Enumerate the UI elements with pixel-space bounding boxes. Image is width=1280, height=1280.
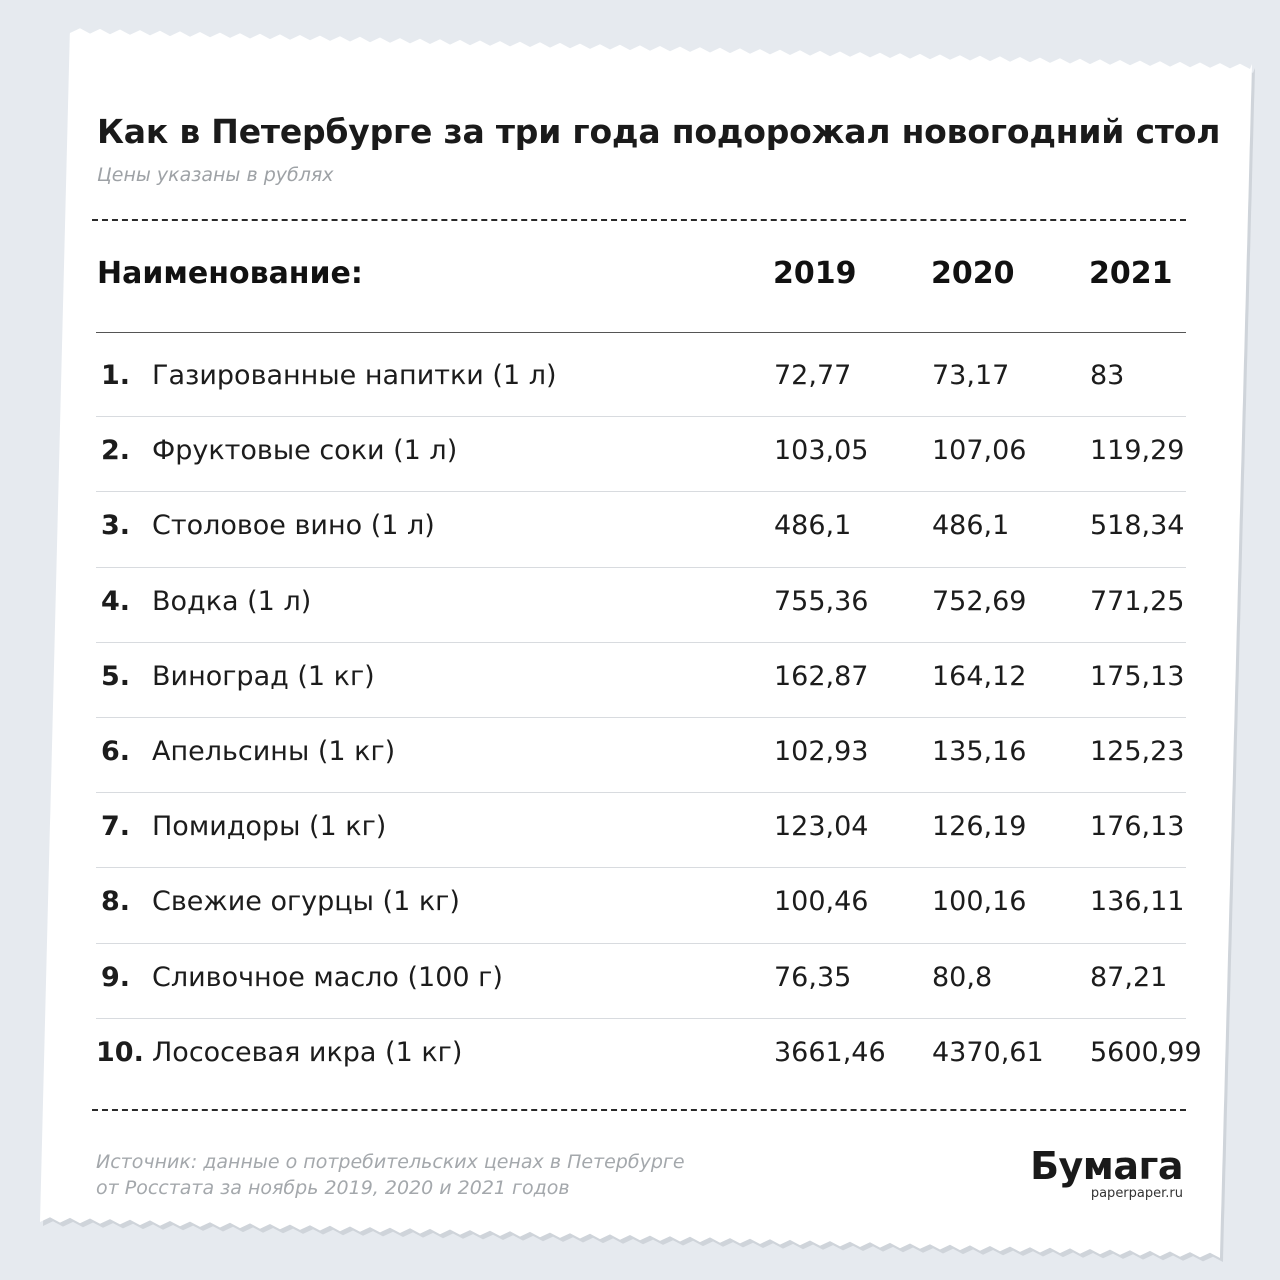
row-number: 1. xyxy=(100,360,130,391)
row-name: Виноград (1 кг) xyxy=(152,660,375,692)
row-number: 7. xyxy=(100,811,130,843)
source-note: Источник: данные о потребительских ценах… xyxy=(96,1149,685,1201)
row-value-2020: 164,12 xyxy=(932,660,1027,692)
brand-logo: Бумага paperpaper.ru xyxy=(1030,1146,1183,1202)
row-value-2020: 126,19 xyxy=(932,811,1027,843)
row-name: Лососевая икра (1 кг) xyxy=(152,1036,463,1068)
table-row: 2. Фруктовые соки (1 л) 103,05 107,06 119,29 xyxy=(96,417,1186,493)
table-row: 1. Газированные напитки (1 л) 72,77 73,17 83 xyxy=(96,342,1186,418)
row-value-2019: 103,05 xyxy=(774,435,869,467)
row-value-2020: 107,06 xyxy=(932,435,1027,467)
row-value-2021: 518,34 xyxy=(1090,510,1185,542)
table-row: 4. Водка (1 л) 755,36 752,69 771,25 xyxy=(96,568,1186,643)
row-value-2020: 752,69 xyxy=(932,585,1027,617)
row-value-2019: 162,87 xyxy=(774,660,869,692)
row-number: 2. xyxy=(100,435,130,467)
dashed-divider-bottom xyxy=(92,1109,1186,1111)
row-value-2019: 123,04 xyxy=(774,811,869,843)
row-value-2020: 73,17 xyxy=(932,360,1010,391)
row-value-2019: 100,46 xyxy=(774,886,869,918)
row-value-2019: 72,77 xyxy=(774,360,852,391)
row-value-2020: 4370,61 xyxy=(932,1036,1044,1068)
row-value-2020: 486,1 xyxy=(932,510,1010,542)
row-value-2021: 119,29 xyxy=(1090,435,1185,467)
row-value-2021: 136,11 xyxy=(1090,886,1185,918)
table-row: 10. Лососевая икра (1 кг) 3661,46 4370,61 56… xyxy=(96,1019,1202,1093)
row-name: Сливочное масло (100 г) xyxy=(152,961,503,993)
row-value-2021: 175,13 xyxy=(1090,660,1185,692)
header-year-2020: 2020 xyxy=(931,256,1015,291)
row-number: 10. xyxy=(96,1036,144,1068)
table-row: 6. Апельсины (1 кг) 102,93 135,16 125,23 xyxy=(96,718,1186,794)
row-number: 4. xyxy=(100,585,130,617)
source-line-1: Источник: данные о потребительских ценах… xyxy=(96,1151,685,1173)
row-name: Фруктовые соки (1 л) xyxy=(152,435,458,467)
header-year-2021: 2021 xyxy=(1089,256,1173,291)
chart-subtitle: Цены указаны в рублях xyxy=(97,164,334,186)
row-value-2021: 87,21 xyxy=(1090,961,1168,993)
dashed-divider-top xyxy=(92,219,1186,221)
row-value-2019: 486,1 xyxy=(774,510,852,542)
table-header: Наименование: 2019 2020 2021 xyxy=(97,250,1187,305)
row-value-2021: 5600,99 xyxy=(1090,1036,1202,1068)
row-value-2021: 771,25 xyxy=(1090,585,1185,617)
logo-domain: paperpaper.ru xyxy=(1090,1186,1183,1201)
table-body: 1. Газированные напитки (1 л) 72,77 73,17 83… xyxy=(96,342,1202,1093)
row-value-2020: 135,16 xyxy=(932,735,1027,767)
row-value-2021: 176,13 xyxy=(1090,811,1185,843)
row-number: 9. xyxy=(100,961,130,993)
row-value-2020: 100,16 xyxy=(932,886,1027,918)
source-line-2: от Росстата за ноябрь 2019, 2020 и 2021 … xyxy=(96,1177,570,1199)
row-number: 6. xyxy=(100,735,130,767)
row-number: 3. xyxy=(100,510,130,542)
row-number: 8. xyxy=(100,886,130,918)
row-value-2019: 102,93 xyxy=(774,735,869,767)
chart-title: Как в Петербурге за три года подорожал н… xyxy=(97,112,1221,151)
table-row: 9. Сливочное масло (100 г) 76,35 80,8 87,21 xyxy=(96,944,1186,1019)
logo-wordmark: Бумага xyxy=(1030,1144,1183,1188)
row-name: Свежие огурцы (1 кг) xyxy=(152,886,460,918)
row-name: Апельсины (1 кг) xyxy=(152,735,396,767)
row-value-2020: 80,8 xyxy=(932,961,993,993)
row-name: Помидоры (1 кг) xyxy=(152,811,387,843)
header-name: Наименование: xyxy=(97,256,363,291)
row-name: Столовое вино (1 л) xyxy=(152,510,435,542)
row-name: Водка (1 л) xyxy=(152,585,312,617)
row-number: 5. xyxy=(100,660,130,692)
table-row: 7. Помидоры (1 кг) 123,04 126,19 176,13 xyxy=(96,793,1186,869)
row-value-2021: 83 xyxy=(1090,360,1125,391)
row-value-2019: 755,36 xyxy=(774,585,869,617)
header-rule xyxy=(96,332,1186,333)
table-row: 5. Виноград (1 кг) 162,87 164,12 175,13 xyxy=(96,643,1186,718)
row-name: Газированные напитки (1 л) xyxy=(152,360,557,391)
row-value-2021: 125,23 xyxy=(1090,735,1185,767)
row-value-2019: 76,35 xyxy=(774,961,852,993)
table-row: 3. Столовое вино (1 л) 486,1 486,1 518,34 xyxy=(96,492,1186,568)
header-year-2019: 2019 xyxy=(773,256,857,291)
row-value-2019: 3661,46 xyxy=(774,1036,886,1068)
table-row: 8. Свежие огурцы (1 кг) 100,46 100,16 136,11 xyxy=(96,868,1186,944)
